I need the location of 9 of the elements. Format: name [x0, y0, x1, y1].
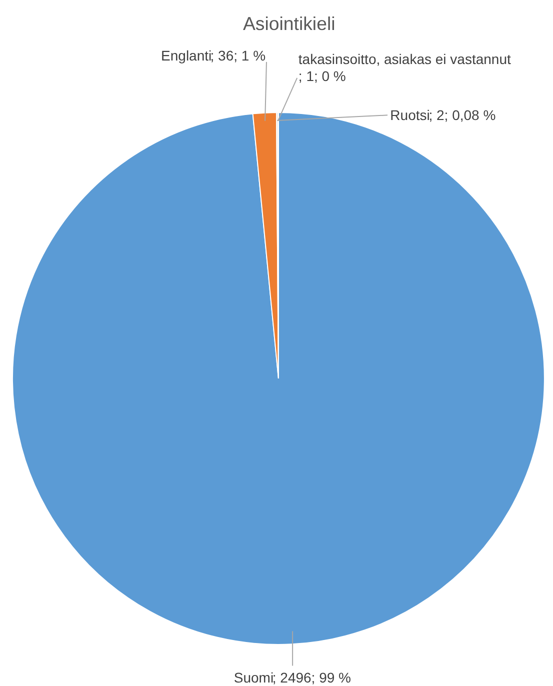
- data-label: ; 2; 0,08 %: [428, 107, 496, 124]
- data-label: ; 36; 1 %: [210, 48, 266, 64]
- data-label: ; 2496; 99 %: [272, 670, 352, 686]
- slice-label: Englanti: [161, 48, 212, 64]
- slice-label: takasinsoitto, asiakas ei vastannut: [298, 50, 511, 67]
- data-label: ; 1; 0 %: [298, 68, 346, 84]
- slice-label: Suomi: [234, 670, 274, 686]
- slice-label: Ruotsi: [390, 107, 430, 124]
- chart-title: Asiointikieli: [242, 12, 336, 34]
